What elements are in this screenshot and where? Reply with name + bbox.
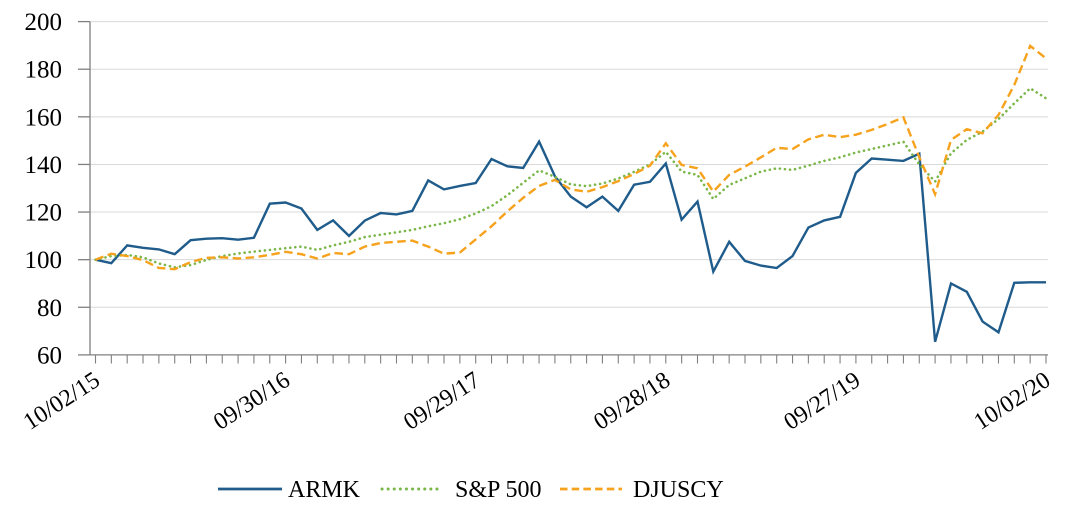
x-tick-label: 09/28/18 [589,367,675,435]
djuscy-series-line [95,43,1047,271]
y-tick-label: 160 [25,104,63,131]
x-tick-label: 09/30/16 [209,367,295,435]
legend-label-sp500: S&P 500 [455,477,541,503]
axes [78,20,1048,364]
x-tick-label: 10/02/20 [970,367,1056,435]
armk-series-line [95,139,1046,343]
y-tick-label: 140 [25,152,63,179]
y-tick-label: 180 [25,57,63,84]
y-tick-label: 60 [37,342,62,369]
legend-label-armk: ARMK [288,477,361,503]
x-tick-label: 09/29/17 [399,367,485,435]
y-axis-labels: 60 80 100 120 140 160 180 200 [25,9,63,369]
x-tick-label: 09/27/19 [779,367,865,435]
y-tick-label: 200 [25,9,63,36]
gridlines [90,21,1048,308]
y-tick-label: 80 [37,295,62,322]
series-lines [94,43,1048,343]
y-tick-label: 100 [25,247,63,274]
y-tick-label: 120 [25,200,63,227]
x-axis-labels: 10/02/15 09/30/16 09/29/17 09/28/18 09/27/19… [19,367,1055,435]
legend-label-djuscy: DJUSCY [633,477,724,503]
sp500-series-line [94,87,1048,269]
x-tick-label: 10/02/15 [19,367,105,435]
legend: ARMK S&P 500 DJUSCY [218,477,724,503]
